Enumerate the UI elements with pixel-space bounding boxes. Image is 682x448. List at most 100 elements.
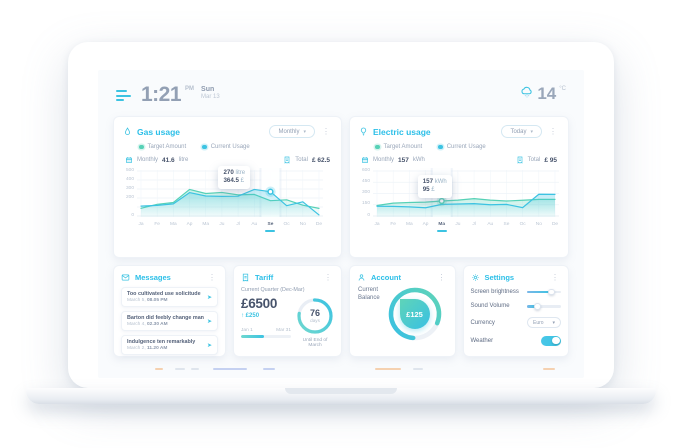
month-label[interactable]: Ma <box>438 222 446 227</box>
month-label[interactable]: Ap <box>186 222 193 227</box>
month-label[interactable]: Fe <box>390 222 396 227</box>
currency-dropdown[interactable]: Euro ▾ <box>527 317 561 328</box>
month-label[interactable]: De <box>315 222 323 227</box>
volume-label: Sound Volume <box>470 303 510 309</box>
messages-title: Messages <box>135 273 171 282</box>
y-axis-label: 150 <box>362 201 371 207</box>
settings-title: Settings <box>484 273 515 282</box>
month-label[interactable]: Oc <box>283 222 290 227</box>
balance-badge: £125 <box>399 299 430 329</box>
lightbulb-icon <box>359 127 368 136</box>
electric-card-menu-icon[interactable]: ⋮ <box>549 126 557 136</box>
messages-menu-icon[interactable]: ⋮ <box>208 272 217 282</box>
bill-icon <box>516 156 524 164</box>
days-remaining-ring: 76 days <box>296 297 334 335</box>
month-label[interactable]: Se <box>503 222 510 227</box>
gas-period-dropdown[interactable]: Monthly ▾ <box>269 125 316 138</box>
balance-gauge: £125 <box>386 285 444 343</box>
tariff-subtitle: Current Quarter (Dec-Mar) <box>241 287 305 293</box>
gas-x-axis: Ja Fe Ma Ap Ma Ju Jl Au Se Oc No De <box>123 222 332 232</box>
electric-period-value: Today <box>510 128 527 135</box>
electric-plot <box>373 168 560 217</box>
month-label[interactable]: Ma <box>406 222 413 227</box>
date-label: Mar 13 <box>201 94 220 101</box>
account-menu-icon[interactable]: ⋮ <box>437 272 446 282</box>
month-label[interactable]: Fe <box>154 222 160 227</box>
currency-value: Euro <box>533 319 544 326</box>
top-bar: 1:21 PM Sun Mar 13 <box>98 70 584 116</box>
tariff-menu-icon[interactable]: ⋮ <box>324 272 333 282</box>
gas-usage-chart: 500 400 300 200 0 Ja Fe Ma Ap Ma Ju Jl Au Se Oc No De 2… <box>123 166 332 232</box>
balance-label-line2: Balance <box>358 295 380 302</box>
selected-month-indicator <box>265 230 276 232</box>
brightness-slider[interactable] <box>527 288 561 295</box>
gas-plot <box>137 168 323 217</box>
weather-toggle-label: Weather <box>470 337 494 344</box>
tariff-caption: Until End of March <box>302 338 328 348</box>
y-axis-label: 400 <box>125 176 134 182</box>
current-legend-label: Current Usage <box>210 144 250 150</box>
slider-knob[interactable] <box>548 288 555 295</box>
gas-usage-card: Gas usage Monthly ▾ ⋮ Target Amount Curr… <box>113 116 343 258</box>
month-label[interactable]: De <box>551 222 559 227</box>
y-axis-label: 0 <box>131 212 134 218</box>
message-item[interactable]: Too cultivated use solicitude March 5, 0… <box>121 287 219 307</box>
trackpad-notch <box>285 388 397 394</box>
month-label[interactable]: Au <box>251 222 258 227</box>
month-label[interactable]: Ma <box>202 222 210 227</box>
gas-card-title: Gas usage <box>137 126 180 137</box>
envelope-icon <box>121 273 130 282</box>
month-label[interactable]: Se <box>267 222 274 227</box>
month-label[interactable]: No <box>535 222 542 227</box>
chevron-down-icon: ▾ <box>530 128 533 135</box>
balance-label-line1: Current <box>358 287 379 293</box>
month-label[interactable]: Ja <box>374 222 380 227</box>
send-arrow-icon: ➤ <box>206 294 213 301</box>
month-label[interactable]: Oc <box>519 222 526 227</box>
month-label[interactable]: Ju <box>219 222 225 227</box>
electric-legend: Target Amount Current Usage <box>375 144 559 150</box>
settings-card: Settings ⋮ Screen brightness Sound Volum… <box>462 265 569 357</box>
electric-period-dropdown[interactable]: Today ▾ <box>501 125 542 138</box>
clock: 1:21 PM Sun Mar 13 <box>141 84 220 105</box>
electric-usage-chart: 600 450 300 150 0 Ja Fe Ma Ap Ma Ju Jl Au Se Oc No De 1… <box>359 168 560 232</box>
y-axis-label: 300 <box>125 185 134 191</box>
electric-total-label: Total <box>527 157 541 163</box>
message-item[interactable]: Barton did feebly change man March 4, 02… <box>121 311 219 331</box>
messages-card: Messages ⋮ Too cultivated use solicitude… <box>113 265 227 357</box>
gas-y-axis: 500 400 300 200 0 <box>123 168 135 220</box>
month-label[interactable]: Ap <box>422 222 429 227</box>
message-item[interactable]: Indulgence ten remarkably March 2, 11.20… <box>121 335 219 355</box>
volume-slider[interactable] <box>527 303 561 310</box>
send-arrow-icon: ➤ <box>206 342 213 349</box>
account-card: Account ⋮ Current Balance <box>349 265 456 357</box>
temperature-value: 14 <box>537 84 557 103</box>
month-label[interactable]: No <box>299 222 306 227</box>
month-label[interactable]: Ju <box>455 222 461 227</box>
gas-summary-row: Monthly 41.6 litre Total £ 62.5 <box>125 156 330 164</box>
menu-icon[interactable] <box>116 88 131 101</box>
bill-icon <box>283 156 291 164</box>
laptop-screen-bezel: 1:21 PM Sun Mar 13 <box>68 42 614 388</box>
gas-period-label: Monthly <box>137 157 159 163</box>
temperature-unit: °C <box>559 86 566 92</box>
selected-month-indicator <box>436 230 447 232</box>
month-label[interactable]: Ja <box>138 222 144 227</box>
gas-total-value: £ 62.5 <box>311 156 331 164</box>
slider-knob[interactable] <box>534 303 541 310</box>
month-label[interactable]: Au <box>487 222 494 227</box>
weather-toggle[interactable] <box>541 335 561 346</box>
gas-card-menu-icon[interactable]: ⋮ <box>322 126 331 136</box>
electric-card-title: Electric usage <box>373 126 431 137</box>
tariff-progress-bar <box>241 334 292 338</box>
y-axis-label: 200 <box>125 194 134 200</box>
electric-total-value: £ 95 <box>544 156 557 164</box>
tariff-amount: £6500 <box>241 296 278 311</box>
month-label[interactable]: Jl <box>472 222 476 227</box>
month-label[interactable]: Jl <box>236 222 240 227</box>
gas-droplet-icon <box>123 127 132 136</box>
tariff-delta: ↑ £250 <box>241 312 260 319</box>
settings-menu-icon[interactable]: ⋮ <box>551 272 559 282</box>
rain-cloud-icon <box>520 85 534 99</box>
month-label[interactable]: Ma <box>170 222 177 227</box>
